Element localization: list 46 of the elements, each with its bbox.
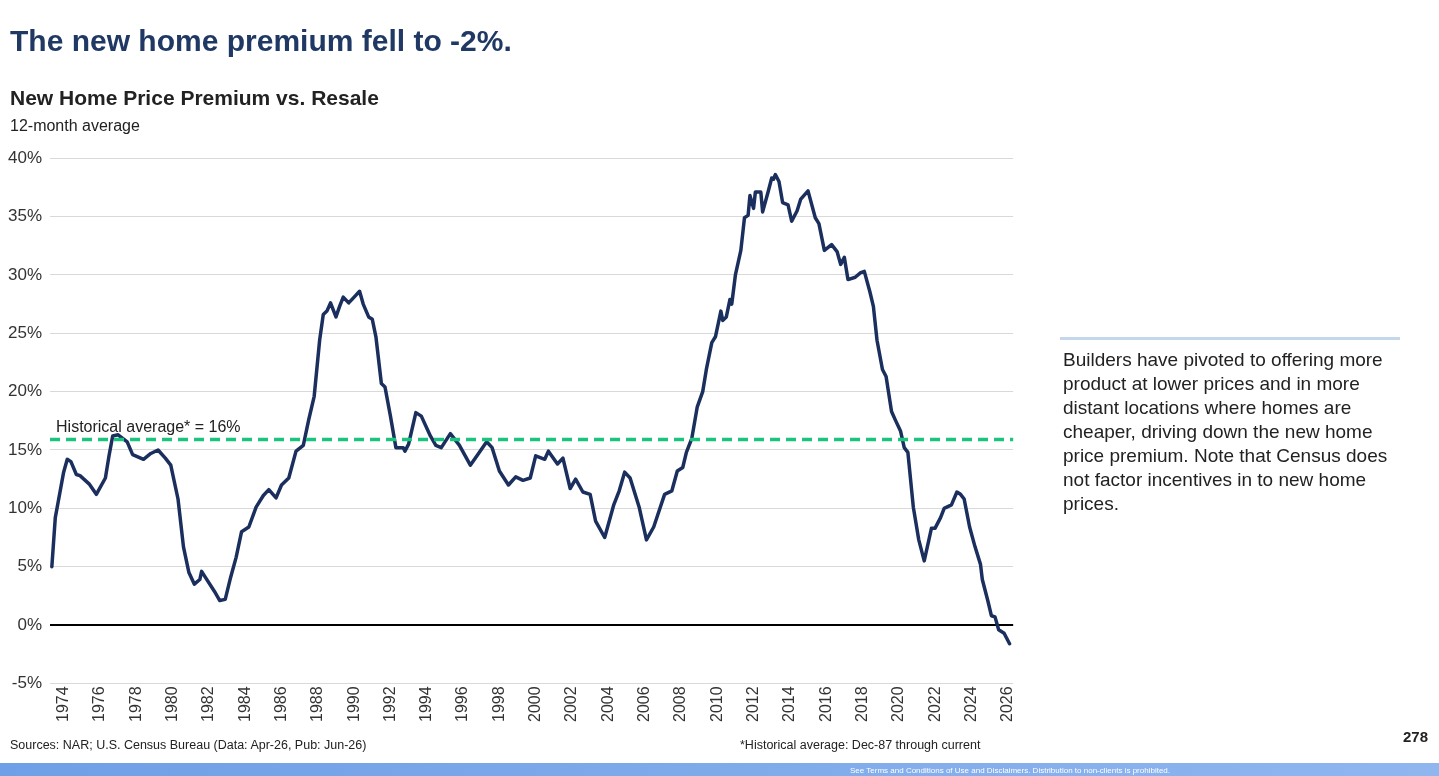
x-tick-label: 2008	[671, 686, 689, 722]
x-tick-label: 1994	[417, 686, 435, 722]
y-tick-label: -5%	[11, 673, 43, 693]
x-tick-label: 1988	[308, 686, 326, 722]
text: The new home premium fell to -2%.	[10, 24, 512, 58]
x-tick-label: 2022	[925, 686, 943, 722]
y-tick-label: 15%	[7, 439, 43, 459]
x-tick-label: 2006	[635, 686, 653, 722]
y-tick-label: 30%	[7, 264, 43, 284]
x-tick-label: 1984	[235, 686, 253, 722]
x-tick-label: 2014	[780, 686, 798, 722]
text: 278	[1403, 728, 1429, 745]
text: See Terms and Conditions of Use and Disclaimers. Distribution to non-clients is prohibited.	[850, 766, 1171, 775]
chart-subtitle: 12-month average	[10, 117, 140, 135]
x-tick-label: 1986	[271, 686, 289, 722]
x-tick-label: 1976	[90, 686, 108, 722]
x-tick-label: 1974	[54, 686, 72, 722]
text: Builders have pivoted to offering more product at lower prices and in more distant locations where homes are cheaper, driving down the new home price premium. Note that Census does not factor incentives in to new home prices.	[1063, 348, 1389, 516]
y-tick-label: 0%	[17, 614, 43, 634]
x-tick-label: 2010	[707, 686, 725, 722]
x-tick-label: 1978	[126, 686, 144, 722]
y-tick-label: 35%	[7, 206, 43, 226]
chart-title: New Home Price Premium vs. Resale	[10, 86, 379, 110]
x-tick-label: 2026	[998, 686, 1016, 722]
x-tick-label: 1998	[489, 686, 507, 722]
x-tick-label: 1992	[380, 686, 398, 722]
x-tick-label: 2000	[526, 686, 544, 722]
x-tick-label: 2004	[598, 686, 616, 722]
x-tick-label: 1980	[162, 686, 180, 722]
x-tick-label: 2016	[816, 686, 834, 722]
x-tick-label: 2012	[743, 686, 761, 722]
y-tick-label: 20%	[7, 381, 43, 401]
y-tick-label: 40%	[7, 147, 43, 167]
text: *Historical average: Dec-87 through current	[740, 738, 981, 752]
x-tick-label: 1990	[344, 686, 362, 722]
x-tick-label: 2002	[562, 686, 580, 722]
x-tick-label: 2020	[889, 686, 907, 722]
x-tick-label: 1996	[453, 686, 471, 722]
y-tick-label: 10%	[7, 498, 43, 518]
ref-line-label: Historical average* = 16%	[56, 417, 241, 435]
y-tick-label: 5%	[17, 556, 43, 576]
x-tick-label: 2018	[852, 686, 870, 722]
x-tick-label: 1982	[199, 686, 217, 722]
source-note: Sources: NAR; U.S. Census Bureau (Data: Apr-26, Pub: Jun-26)	[10, 738, 367, 752]
y-tick-label: 25%	[7, 322, 43, 342]
x-tick-label: 2024	[961, 686, 979, 722]
